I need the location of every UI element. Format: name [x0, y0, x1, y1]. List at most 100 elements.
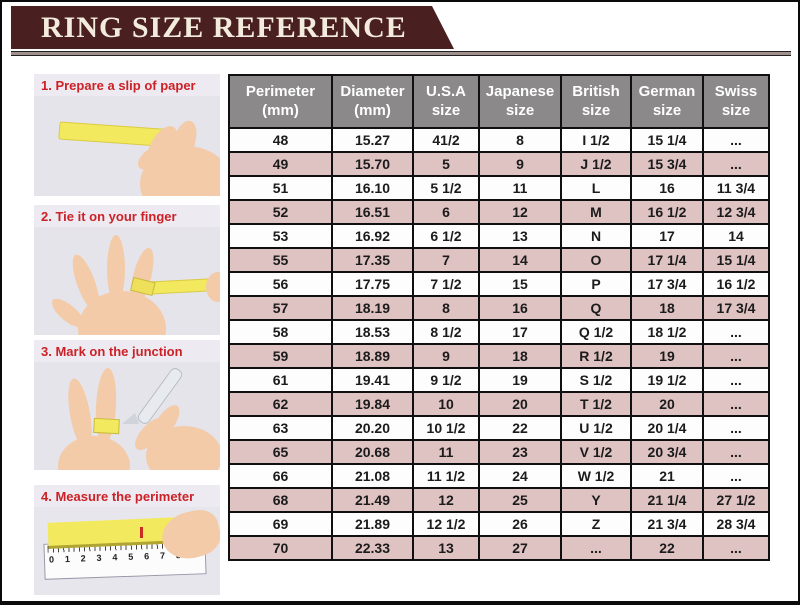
header-divider [11, 51, 791, 56]
table-cell: 41/2 [412, 127, 480, 153]
table-cell: 18 [478, 343, 562, 369]
table-cell: 27 [478, 535, 562, 561]
table-cell: 65 [228, 439, 333, 465]
table-row: 62 19.84 10 20 T 1/2 20... [228, 391, 770, 417]
table-cell: 19 1/2 [630, 367, 704, 393]
table-cell: W 1/2 [560, 463, 632, 489]
table-cell: 21.08 [331, 463, 414, 489]
step-2-photo [34, 227, 220, 335]
table-cell: 16 [630, 175, 704, 201]
column-header: German size [630, 74, 704, 129]
table-cell: 51 [228, 175, 333, 201]
step-4-label: 4. Measure the perimeter [41, 489, 195, 504]
table-cell: 16.92 [331, 223, 414, 249]
table-cell: 21 1/4 [630, 487, 704, 513]
table-cell: 25 [478, 487, 562, 513]
table-cell: 15 3/4 [630, 151, 704, 177]
table-row: 66 21.08 11 1/2 24 W 1/2 21... [228, 463, 770, 489]
table-cell: 6 [412, 199, 480, 225]
table-cell: T 1/2 [560, 391, 632, 417]
table-cell: O [560, 247, 632, 273]
table-cell: 9 [412, 343, 480, 369]
table-cell: 62 [228, 391, 333, 417]
column-header: Japanese size [478, 74, 562, 129]
table-cell: L [560, 175, 632, 201]
table-cell: 9 1/2 [412, 367, 480, 393]
table-row: 63 20.20 10 1/2 22 U 1/2 20 1/4... [228, 415, 770, 441]
table-cell: 21.49 [331, 487, 414, 513]
table-row: 53 16.92 6 1/2 13 N 17 14 [228, 223, 770, 249]
table-cell: 70 [228, 535, 333, 561]
table-cell: 10 [412, 391, 480, 417]
table-cell: 20.68 [331, 439, 414, 465]
table-cell: 12 [412, 487, 480, 513]
table-cell: 5 [412, 151, 480, 177]
table-cell: 16 1/2 [630, 199, 704, 225]
table-row: 52 16.51 6 12 M 16 1/2 12 3/4 [228, 199, 770, 225]
table-cell: 7 1/2 [412, 271, 480, 297]
column-header: U.S.A size [412, 74, 480, 129]
table-cell: 10 1/2 [412, 415, 480, 441]
ruler-number: 4 [112, 552, 118, 563]
ruler-number: 5 [128, 551, 134, 562]
table-row: 48 15.27 41/2 8 I 1/2 15 1/4... [228, 127, 770, 153]
table-cell: 7 [412, 247, 480, 273]
table-cell: 14 [702, 223, 770, 249]
table-cell: 12 3/4 [702, 199, 770, 225]
table-cell: 20 1/4 [630, 415, 704, 441]
helper-fingertip [206, 272, 220, 302]
ruler-number: 3 [96, 552, 102, 563]
table-cell: 21 [630, 463, 704, 489]
table-cell: 20 [478, 391, 562, 417]
table-cell: 18.53 [331, 319, 414, 345]
ruler-number: 7 [159, 550, 166, 561]
table-cell: 20 3/4 [630, 439, 704, 465]
table-cell: 15.70 [331, 151, 414, 177]
table-cell: ... [702, 439, 770, 465]
table-cell: 14 [478, 247, 562, 273]
page-title: RING SIZE REFERENCE [41, 10, 407, 44]
table-cell: V 1/2 [560, 439, 632, 465]
table-cell: S 1/2 [560, 367, 632, 393]
table-cell: 49 [228, 151, 333, 177]
ruler-number: 2 [80, 553, 86, 564]
step-2-label: 2. Tie it on your finger [41, 209, 177, 224]
table-cell: 8 [412, 295, 480, 321]
table-cell: 16 1/2 [702, 271, 770, 297]
column-header: British size [560, 74, 632, 129]
table-cell: 26 [478, 511, 562, 537]
table-cell: 16.10 [331, 175, 414, 201]
marker-pen [122, 368, 183, 424]
table-cell: 19.84 [331, 391, 414, 417]
table-cell: 21 3/4 [630, 511, 704, 537]
table-cell: 15 1/4 [630, 127, 704, 153]
table-cell: 17 3/4 [702, 295, 770, 321]
table-cell: N [560, 223, 632, 249]
table-cell: ... [702, 463, 770, 489]
table-cell: ... [702, 151, 770, 177]
table-cell: 19.41 [331, 367, 414, 393]
table-cell: ... [702, 535, 770, 561]
table-cell: 18.89 [331, 343, 414, 369]
table-cell: I 1/2 [560, 127, 632, 153]
step-3-block: 3. Mark on the junction [34, 340, 220, 470]
table-cell: 13 [412, 535, 480, 561]
column-header: Diameter (mm) [331, 74, 414, 129]
table-cell: 24 [478, 463, 562, 489]
table-cell: Y [560, 487, 632, 513]
table-cell: 16.51 [331, 199, 414, 225]
table-cell: 16 [478, 295, 562, 321]
table-cell: 17 [478, 319, 562, 345]
table-cell: ... [560, 535, 632, 561]
table-cell: 17 3/4 [630, 271, 704, 297]
table-cell: 52 [228, 199, 333, 225]
table-cell: 61 [228, 367, 333, 393]
ruler-number: 1 [64, 553, 71, 565]
ruler-number: 0 [48, 554, 55, 565]
table-cell: Q 1/2 [560, 319, 632, 345]
table-cell: 17 [630, 223, 704, 249]
table-cell: 17.35 [331, 247, 414, 273]
step-2-block: 2. Tie it on your finger [34, 205, 220, 335]
table-cell: J 1/2 [560, 151, 632, 177]
